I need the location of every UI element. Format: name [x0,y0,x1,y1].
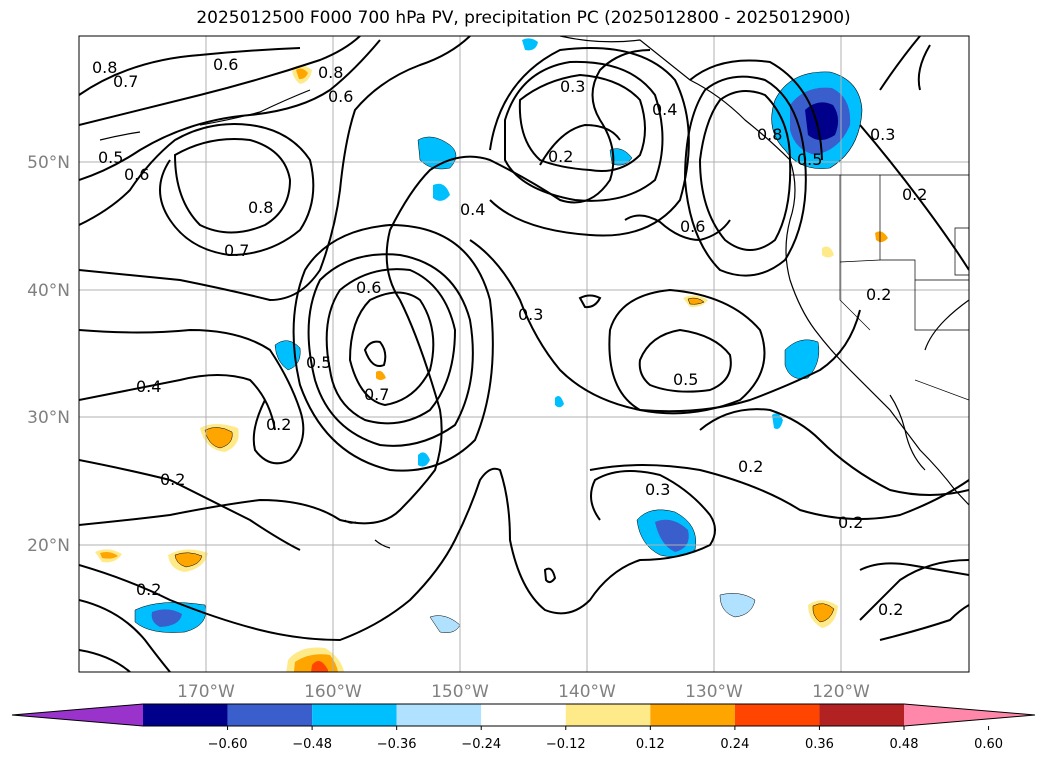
precip-blob [609,148,633,166]
contour-label: 0.8 [757,125,782,144]
contour-label: 0.6 [213,55,238,74]
contour-labels: 0.8 0.7 0.6 0.8 0.6 0.5 0.6 0.8 0.7 0.3 … [92,55,927,619]
colorbar-segment [143,704,228,726]
contour-label: 0.6 [356,278,381,297]
precip-blob [151,609,182,627]
colorbar-outline [11,703,1036,727]
contour-label: 0.6 [124,165,149,184]
lon-label: 150°W [431,682,489,702]
colorbar-tick-label: 0.24 [720,737,749,752]
precip-blob [822,246,834,258]
contour-label: 0.2 [902,185,927,204]
precip-blob [100,552,118,559]
lon-label: 170°W [177,682,235,702]
colorbar-tick-label: −0.48 [292,737,332,752]
contour-label: 0.2 [838,513,863,532]
lat-label: 50°N [27,153,70,173]
precip-blob [311,661,328,672]
precip-blob [655,519,689,552]
contour-label: 0.3 [518,305,543,324]
colorbar-segment [650,704,735,726]
precip-blob [812,603,835,623]
contour-label: 0.2 [878,600,903,619]
colorbar-segment [227,704,313,726]
colorbar-segment [819,704,904,726]
precip-blob [204,427,233,449]
precip-blob [784,339,820,379]
precip-blob [719,593,756,618]
colorbar: −0.60 −0.48 −0.36 −0.24 −0.12 0.12 0.24 0.36 0.4… [11,703,1036,752]
precip-blob [805,102,839,140]
lat-label: 30°N [27,408,70,428]
precip-blob [376,370,386,380]
map-frame [78,35,970,673]
contour-label: 0.4 [460,200,485,219]
contour-label: 0.5 [797,150,822,169]
lat-label: 40°N [27,281,70,301]
precip-blob [296,68,308,80]
lon-label: 130°W [685,682,743,702]
contour-label: 0.3 [560,77,585,96]
contour-label: 0.2 [738,457,763,476]
coastlines [99,36,969,549]
colorbar-tick-label: 0.36 [805,737,834,752]
colorbar-tick-label: −0.60 [208,737,248,752]
contour-label: 0.2 [866,285,891,304]
contour-label: 0.8 [248,198,273,217]
colorbar-segment [481,704,566,726]
colorbar-segment [396,704,482,726]
contour-label: 0.7 [113,72,138,91]
precip-blob [433,183,450,201]
contour-label: 0.5 [673,370,698,389]
lon-label: 140°W [558,682,616,702]
contour-label: 0.2 [136,580,161,599]
precip-blob [875,231,888,243]
colorbar-tick-label: 0.12 [636,737,665,752]
pv-contours [79,36,969,672]
colorbar-tick-label: −0.12 [546,737,586,752]
contour-label: 0.5 [98,148,123,167]
lon-label: 120°W [812,682,870,702]
latitude-labels: 50°N 40°N 30°N 20°N [27,153,70,556]
colorbar-segment [565,704,651,726]
contour-label: 0.4 [136,377,161,396]
contour-label: 0.2 [160,470,185,489]
contour-label: 0.8 [318,63,343,82]
colorbar-tick-label: −0.24 [461,737,501,752]
precip-blob [174,552,203,568]
contour-label: 0.5 [306,353,331,372]
contour-label: 0.6 [328,87,353,106]
contour-label: 0.8 [92,58,117,77]
contour-label: 0.2 [548,147,573,166]
colorbar-tick-label: 0.60 [974,737,1003,752]
precip-blob [555,396,564,408]
precip-blob [418,452,430,467]
precip-blob [687,297,705,305]
colorbar-extend-min [12,704,143,726]
colorbar-segment [734,704,820,726]
contour-label: 0.6 [680,217,705,236]
lon-label: 160°W [304,682,362,702]
colorbar-tick-label: 0.48 [890,737,919,752]
colorbar-segment [312,704,397,726]
map-title: 2025012500 F000 700 hPa PV, precipitatio… [196,8,851,28]
colorbar-tick-label: −0.36 [377,737,417,752]
lat-label: 20°N [27,536,70,556]
contour-label: 0.3 [870,125,895,144]
gridlines [79,36,969,672]
precip-blob [522,38,538,51]
political-boundaries [790,174,969,401]
contour-label: 0.7 [364,385,389,404]
colorbar-extend-max [904,704,1035,726]
contour-label: 0.7 [224,241,249,260]
longitude-labels: 170°W 160°W 150°W 140°W 130°W 120°W [177,682,870,702]
contour-label: 0.3 [645,480,670,499]
contour-label: 0.2 [266,415,291,434]
contour-label: 0.4 [652,100,677,119]
